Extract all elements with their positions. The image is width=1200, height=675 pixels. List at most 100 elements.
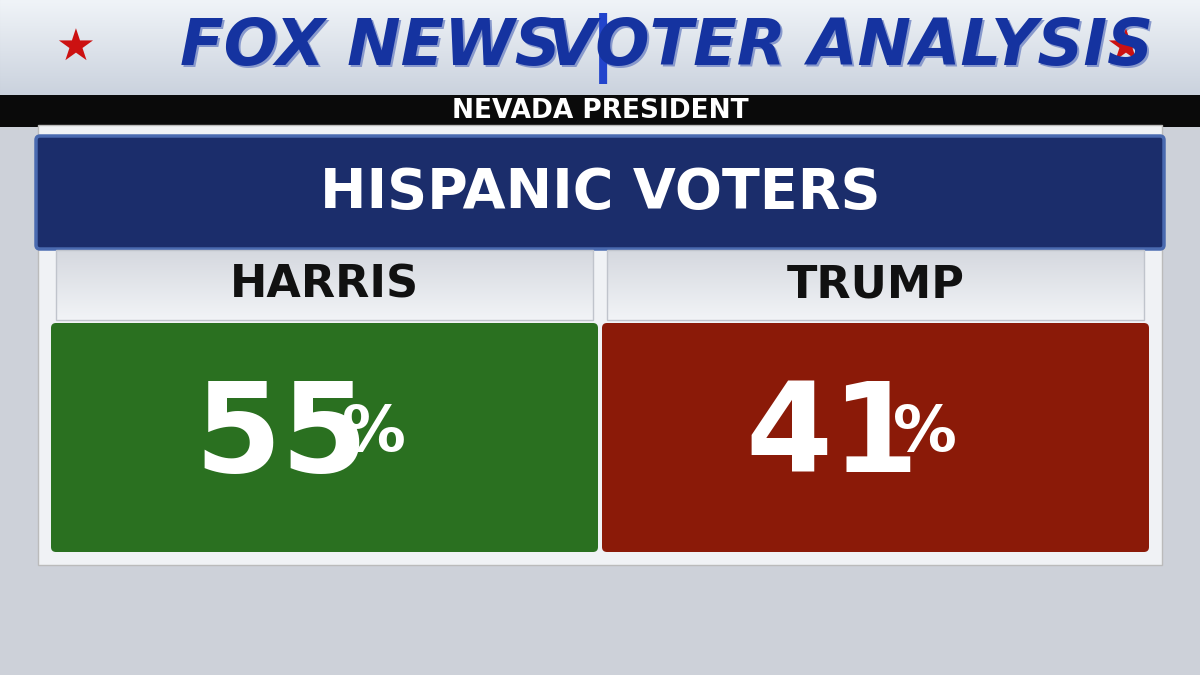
Bar: [0, 22, 1200, 23]
Bar: [0, 49, 1200, 50]
Bar: [0, 27, 1200, 28]
Bar: [607, 259, 1144, 261]
Bar: [0, 68, 1200, 69]
Bar: [0, 95, 1200, 96]
Bar: [0, 28, 1200, 29]
Bar: [56, 304, 593, 306]
Bar: [56, 306, 593, 308]
Bar: [0, 98, 1200, 99]
Bar: [0, 88, 1200, 89]
Bar: [0, 42, 1200, 43]
Bar: [0, 70, 1200, 71]
Bar: [0, 84, 1200, 85]
Bar: [0, 12, 1200, 13]
Bar: [56, 269, 593, 271]
Text: ★: ★: [1105, 26, 1145, 70]
Bar: [607, 284, 1144, 285]
Bar: [0, 17, 1200, 18]
Bar: [56, 298, 593, 300]
Text: NEVADA PRESIDENT: NEVADA PRESIDENT: [451, 98, 749, 124]
Text: |: |: [590, 14, 616, 84]
Bar: [0, 51, 1200, 52]
Bar: [0, 61, 1200, 62]
FancyBboxPatch shape: [0, 95, 1200, 127]
Bar: [0, 4, 1200, 5]
Bar: [0, 41, 1200, 42]
Bar: [0, 72, 1200, 73]
Bar: [56, 315, 593, 317]
Text: %: %: [342, 402, 406, 464]
Bar: [0, 44, 1200, 45]
Bar: [0, 69, 1200, 70]
Bar: [56, 271, 593, 273]
Bar: [607, 281, 1144, 283]
Bar: [0, 30, 1200, 31]
Bar: [0, 86, 1200, 87]
Bar: [0, 43, 1200, 44]
Bar: [607, 317, 1144, 319]
Bar: [0, 74, 1200, 75]
Bar: [0, 93, 1200, 94]
Bar: [0, 8, 1200, 9]
Bar: [56, 317, 593, 319]
Bar: [56, 290, 593, 292]
Bar: [0, 91, 1200, 92]
Bar: [0, 9, 1200, 10]
Bar: [0, 0, 1200, 1]
Bar: [607, 308, 1144, 310]
Bar: [0, 55, 1200, 56]
Bar: [56, 267, 593, 269]
Bar: [56, 282, 593, 284]
Bar: [0, 34, 1200, 35]
Bar: [0, 99, 1200, 100]
Bar: [56, 279, 593, 281]
Bar: [607, 275, 1144, 277]
Bar: [607, 304, 1144, 306]
Bar: [0, 11, 1200, 12]
Bar: [56, 281, 593, 283]
Bar: [0, 60, 1200, 61]
Bar: [56, 275, 593, 277]
Bar: [0, 89, 1200, 90]
Bar: [56, 263, 593, 265]
Bar: [0, 15, 1200, 16]
Bar: [0, 39, 1200, 40]
Bar: [0, 52, 1200, 53]
Text: %: %: [893, 402, 956, 464]
Bar: [0, 63, 1200, 64]
Bar: [0, 31, 1200, 32]
Text: TRUMP: TRUMP: [786, 263, 965, 306]
Bar: [607, 284, 1144, 286]
Text: HISPANIC VOTERS: HISPANIC VOTERS: [319, 165, 881, 219]
Bar: [607, 302, 1144, 304]
Bar: [607, 263, 1144, 265]
Bar: [0, 20, 1200, 21]
Bar: [0, 83, 1200, 84]
Bar: [0, 94, 1200, 95]
Bar: [607, 256, 1144, 258]
Bar: [0, 40, 1200, 41]
Bar: [0, 87, 1200, 88]
Bar: [56, 310, 593, 312]
Bar: [0, 21, 1200, 22]
Bar: [0, 75, 1200, 76]
Bar: [607, 311, 1144, 313]
Bar: [0, 32, 1200, 33]
Bar: [0, 19, 1200, 20]
Bar: [607, 257, 1144, 259]
Bar: [0, 29, 1200, 30]
Bar: [0, 67, 1200, 68]
Bar: [607, 252, 1144, 254]
Text: FOX NEWS: FOX NEWS: [180, 16, 560, 78]
Bar: [56, 294, 593, 296]
Bar: [56, 261, 593, 263]
Bar: [607, 319, 1144, 321]
Bar: [0, 53, 1200, 54]
Bar: [56, 250, 593, 252]
Bar: [607, 279, 1144, 281]
Bar: [0, 33, 1200, 34]
Bar: [607, 273, 1144, 275]
Bar: [0, 37, 1200, 38]
Bar: [56, 257, 593, 259]
Bar: [0, 57, 1200, 58]
